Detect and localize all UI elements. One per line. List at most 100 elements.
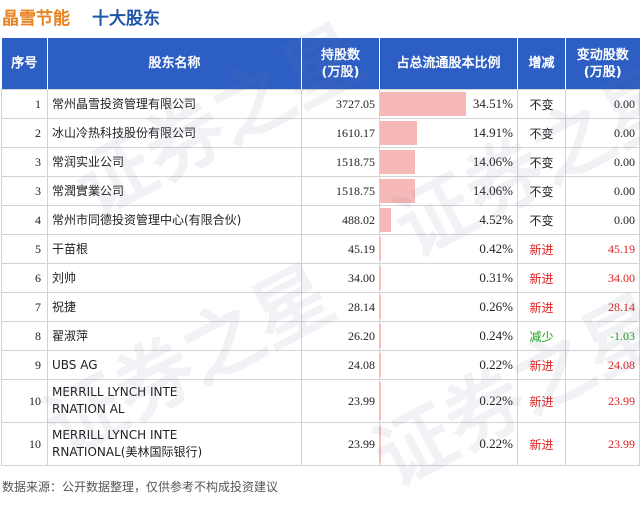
ratio-bar (380, 208, 392, 232)
holder-name-l1: 刘帅 (52, 270, 77, 285)
ratio-value: 0.42% (479, 241, 513, 256)
cell-holder-name: 冰山冷热科技股份有限公司 (47, 118, 302, 148)
delta-value: 0.00 (614, 96, 635, 111)
holder-name-l1: 祝捷 (52, 299, 77, 314)
change-badge: 新进 (529, 271, 554, 286)
holder-name-l1: 常州晶雪投资管理有限公司 (52, 96, 197, 111)
table-row: 2 冰山冷热科技股份有限公司 1610.17 14.91% 不变 0.00 (1, 118, 640, 148)
shares-value: 23.99 (348, 436, 375, 451)
change-badge: 新进 (529, 437, 554, 452)
change-badge: 新进 (529, 394, 554, 409)
cell-shares: 45.19 (301, 234, 380, 264)
shares-value: 34.00 (348, 270, 375, 285)
cell-delta: 28.14 (565, 292, 640, 322)
change-badge: 不变 (529, 184, 554, 199)
cell-shares: 28.14 (301, 292, 380, 322)
cell-shares: 34.00 (301, 263, 380, 293)
cell-shares: 26.20 (301, 321, 380, 351)
cell-holder-name: 翟淑萍 (47, 321, 302, 351)
holder-name-l1: 常州市同德投资管理中心(有限合伙) (52, 212, 242, 227)
holder-name-l1: 翟淑萍 (52, 328, 89, 343)
ratio-bar (380, 295, 381, 319)
header-delta: 变动股数 (万股) (565, 38, 640, 90)
cell-index: 3 (1, 147, 48, 177)
shares-value: 1610.17 (336, 125, 375, 140)
source-note: 数据来源：公开数据整理，仅供参考不构成投资建议 (2, 480, 279, 494)
company-title: 晶雪节能 (2, 9, 70, 29)
ratio-value: 0.24% (479, 328, 513, 343)
cell-ratio: 14.91% (379, 118, 518, 148)
header-shares-l2: (万股) (321, 64, 360, 80)
cell-delta: 45.19 (565, 234, 640, 264)
cell-shares: 488.02 (301, 205, 380, 235)
shares-value: 1518.75 (336, 154, 375, 169)
delta-value: 0.00 (614, 183, 635, 198)
delta-value: 34.00 (608, 270, 635, 285)
cell-ratio: 34.51% (379, 89, 518, 119)
shares-value: 488.02 (342, 212, 375, 227)
ratio-bar (380, 121, 418, 145)
cell-index: 3 (1, 176, 48, 206)
table-header-row: 序号 股东名称 持股数 (万股) 占总流通股本比例 增减 变动股数 (万股) (1, 38, 640, 90)
cell-change: 新进 (517, 379, 566, 423)
delta-value: 0.00 (614, 125, 635, 140)
cell-change: 新进 (517, 292, 566, 322)
index-value: 10 (29, 393, 41, 408)
cell-holder-name: 干苗根 (47, 234, 302, 264)
shares-value: 23.99 (348, 393, 375, 408)
cell-index: 1 (1, 89, 48, 119)
holder-name-l1: MERRILL LYNCH INTE (52, 428, 178, 442)
table-row: 10 MERRILL LYNCH INTE RNATIONAL(美林国际银行) 23.… (1, 422, 640, 466)
cell-index: 10 (1, 379, 48, 423)
holder-name-l2: RNATIONAL(美林国际银行) (52, 445, 203, 459)
top-holders-table: 序号 股东名称 持股数 (万股) 占总流通股本比例 增减 变动股数 (万股) 1 常州… (1, 38, 640, 466)
cell-shares: 23.99 (301, 422, 380, 466)
cell-change: 不变 (517, 147, 566, 177)
shares-value: 28.14 (348, 299, 375, 314)
cell-ratio: 0.31% (379, 263, 518, 293)
cell-holder-name: MERRILL LYNCH INTE RNATIONAL(美林国际银行) (47, 422, 302, 466)
cell-holder-name: 祝捷 (47, 292, 302, 322)
cell-ratio: 14.06% (379, 147, 518, 177)
cell-change: 不变 (517, 205, 566, 235)
cell-ratio: 0.26% (379, 292, 518, 322)
ratio-value: 14.91% (472, 125, 513, 140)
cell-shares: 1610.17 (301, 118, 380, 148)
cell-change: 不变 (517, 118, 566, 148)
cell-shares: 3727.05 (301, 89, 380, 119)
header-delta-l1: 变动股数 (576, 47, 629, 63)
header-delta-l2: (万股) (583, 64, 622, 80)
change-badge: 不变 (529, 155, 554, 170)
cell-index: 10 (1, 422, 48, 466)
cell-shares: 1518.75 (301, 147, 380, 177)
cell-ratio: 4.52% (379, 205, 518, 235)
cell-change: 新进 (517, 422, 566, 466)
delta-value: 45.19 (608, 241, 635, 256)
header-shares-l1: 持股数 (320, 47, 360, 63)
delta-value: 28.14 (608, 299, 635, 314)
cell-delta: 34.00 (565, 263, 640, 293)
cell-change: 新进 (517, 350, 566, 380)
table-body: 1 常州晶雪投资管理有限公司 3727.05 34.51% 不变 0.00 2 冰山冷热科技股… (1, 89, 640, 466)
table-row: 7 祝捷 28.14 0.26% 新进 28.14 (1, 292, 640, 322)
ratio-bar (380, 425, 381, 463)
holder-name-l1: 常润实业公司 (52, 154, 125, 169)
table-row: 8 翟淑萍 26.20 0.24% 减少 -1.03 (1, 321, 640, 351)
cell-change: 新进 (517, 234, 566, 264)
cell-ratio: 0.22% (379, 379, 518, 423)
cell-holder-name: UBS AG (47, 350, 302, 380)
cell-change: 不变 (517, 176, 566, 206)
table-row: 3 常潤實業公司 1518.75 14.06% 不变 0.00 (1, 176, 640, 206)
cell-change: 不变 (517, 89, 566, 119)
change-badge: 不变 (529, 97, 554, 112)
ratio-bar (380, 382, 381, 420)
holder-name-l1: 常潤實業公司 (52, 183, 125, 198)
delta-value: 0.00 (614, 154, 635, 169)
cell-ratio: 14.06% (379, 176, 518, 206)
cell-ratio: 0.24% (379, 321, 518, 351)
change-badge: 不变 (529, 126, 554, 141)
table-row: 4 常州市同德投资管理中心(有限合伙) 488.02 4.52% 不变 0.00 (1, 205, 640, 235)
shares-value: 26.20 (348, 328, 375, 343)
holder-name-l1: UBS AG (52, 357, 98, 372)
holder-name-l1: 冰山冷热科技股份有限公司 (52, 125, 197, 140)
